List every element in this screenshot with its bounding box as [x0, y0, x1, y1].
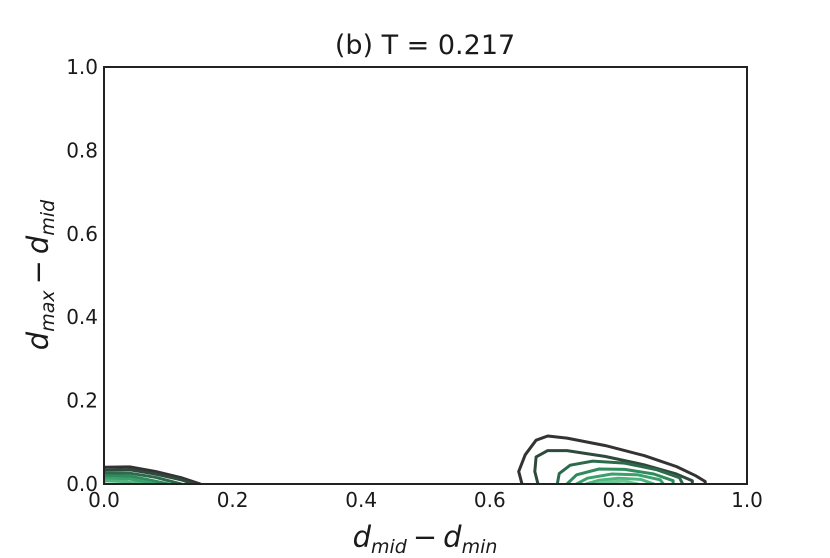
x-axis-ticks: 0.0 0.2 0.4 0.6 0.8 1.0 [88, 488, 763, 512]
plot-frame [103, 66, 748, 485]
x-tick-label: 0.8 [602, 488, 634, 512]
cluster-left-level-4 [104, 474, 170, 484]
x-tick-label: 0.6 [474, 488, 506, 512]
x-axis-label: dmid − dmin [353, 520, 498, 554]
x-tick-label: 0.0 [88, 488, 120, 512]
y-axis-label: dmax−dmid [21, 199, 59, 350]
y-tick-label: 0.6 [66, 222, 98, 246]
cluster-right-level-2 [533, 449, 694, 484]
x-axis-label-operator: − [413, 520, 437, 554]
y-axis-label-sub2: mid [37, 199, 59, 236]
y-tick-label: 0.4 [66, 305, 98, 329]
y-axis-label-base2: d [21, 235, 55, 254]
cluster-right-level-1 [517, 434, 707, 484]
cluster-left-level-1 [104, 465, 202, 484]
y-tick-label: 1.0 [66, 55, 98, 79]
x-tick-label: 1.0 [731, 488, 763, 512]
cluster-right-level-6 [584, 476, 656, 484]
y-tick-label: 0.8 [66, 138, 98, 162]
cluster-left-level-6 [104, 479, 145, 484]
cluster-left-level-3 [104, 471, 183, 484]
x-tick-label: 0.2 [217, 488, 249, 512]
y-axis-label-sub1: max [37, 290, 59, 332]
chart-title: (b) T = 0.217 [335, 30, 515, 61]
y-axis-label-base: d [21, 331, 55, 350]
cluster-left-level-2 [104, 468, 196, 484]
y-axis-ticks: 0.0 0.2 0.4 0.6 0.8 1.0 [66, 55, 98, 496]
x-axis-label-sub2: min [462, 536, 498, 554]
x-axis-label-sub1: mid [371, 536, 408, 554]
y-axis-label-operator: − [21, 260, 55, 284]
x-axis-label-base: d [353, 520, 372, 554]
cluster-right-level-7 [594, 479, 640, 484]
y-tick-label: 0.2 [66, 389, 98, 413]
contour-layer [104, 434, 707, 484]
cluster-right-level-5 [575, 472, 665, 484]
y-tick-label: 0.0 [66, 472, 98, 496]
cluster-left-level-5 [104, 476, 157, 484]
x-axis-label-base2: d [443, 520, 462, 554]
cluster-right-level-3 [555, 459, 685, 484]
cluster-right-level-4 [565, 467, 675, 484]
x-tick-label: 0.4 [345, 488, 377, 512]
